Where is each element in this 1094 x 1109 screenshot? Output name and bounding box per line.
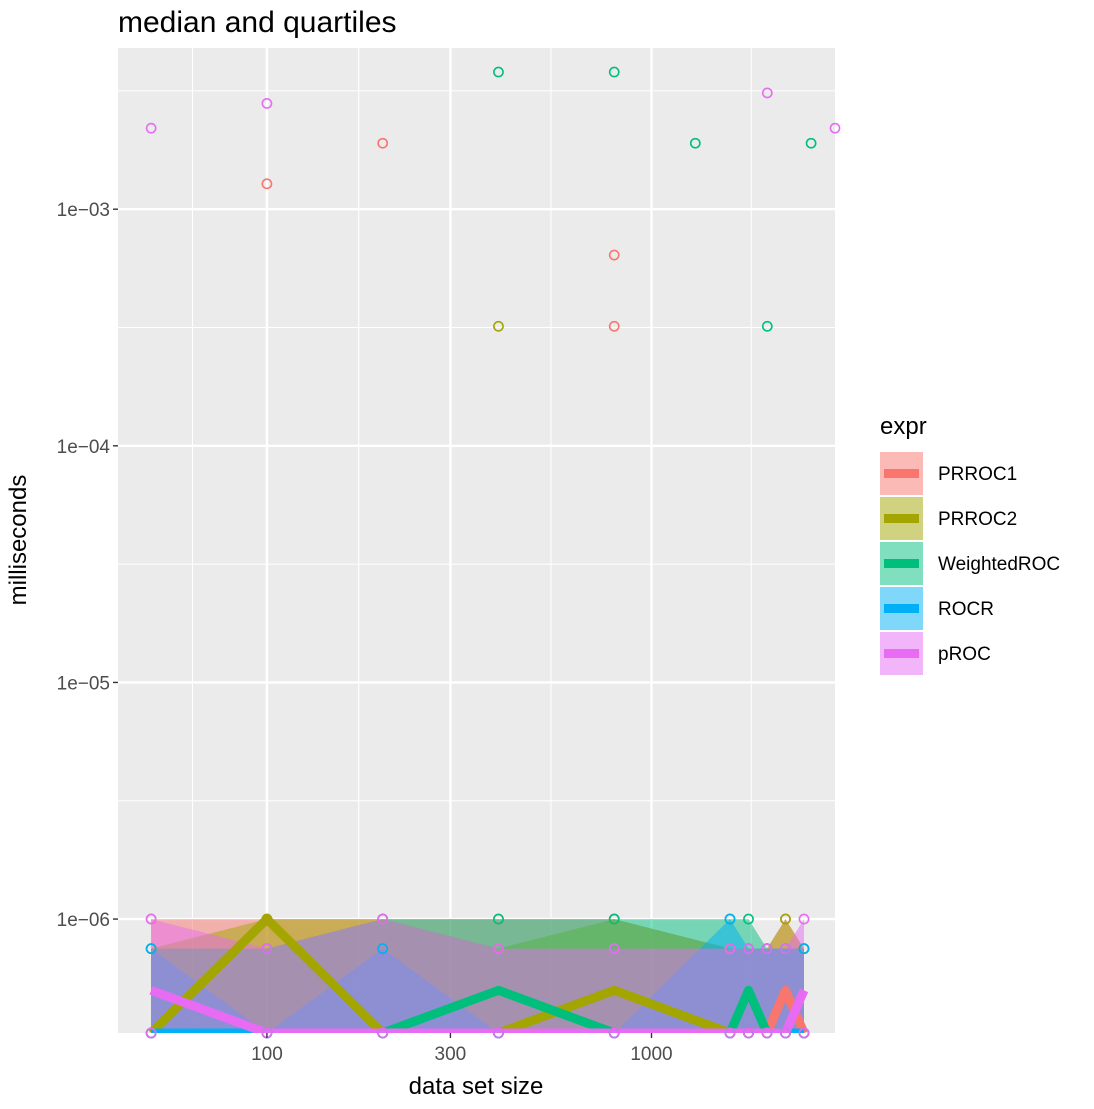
legend-label-PRROC1: PRROC1	[938, 464, 1017, 485]
data-points	[145, 66, 841, 1039]
quartile-point	[145, 1027, 157, 1039]
legend: expr PRROC1 PRROC2 WeightedROC ROCR pROC	[880, 413, 1060, 675]
legend-label-PRROC2: PRROC2	[938, 509, 1017, 530]
quartile-point	[798, 1027, 810, 1039]
legend-keys: PRROC1 PRROC2 WeightedROC ROCR pROC	[880, 452, 1060, 675]
y-axis-title: milliseconds	[5, 475, 32, 606]
x-tick-label: 100	[251, 1044, 283, 1065]
quartile-point	[608, 1027, 620, 1039]
outlier-point	[608, 66, 620, 78]
chart-title: median and quartiles	[118, 6, 397, 39]
quartile-point	[780, 1027, 791, 1039]
outlier-point	[261, 178, 273, 190]
x-axis-title: data set size	[409, 1073, 544, 1100]
legend-title: expr	[880, 413, 927, 440]
outlier-point	[689, 137, 701, 149]
quartile-point	[145, 913, 157, 925]
quartile-point	[780, 943, 791, 955]
quartile-point	[798, 913, 810, 925]
quartile-point	[608, 943, 620, 955]
median-line-PRROC2	[147, 914, 804, 1033]
x-tick-label: 1000	[630, 1044, 672, 1065]
y-tick-label: 1e−04	[57, 437, 111, 458]
quartile-point	[798, 943, 810, 955]
quartile-point	[743, 943, 754, 955]
quartile-point	[743, 1027, 754, 1039]
quartile-point	[780, 913, 791, 925]
legend-label-ROCR: ROCR	[938, 599, 994, 620]
outlier-point	[493, 320, 504, 332]
quartile-point	[724, 913, 736, 925]
y-axis: 1e−06 1e−05 1e−04 1e−03	[57, 200, 118, 931]
legend-label-WeightedROC: WeightedROC	[938, 554, 1060, 575]
quartile-point	[743, 913, 754, 925]
y-tick-label: 1e−05	[57, 673, 110, 694]
legend-label-pROC: pROC	[938, 644, 991, 665]
outlier-point	[493, 66, 504, 78]
outlier-point	[761, 87, 773, 99]
outlier-point	[608, 249, 620, 261]
median-line-PRROC1	[151, 985, 809, 1033]
quartile-point	[377, 1027, 389, 1039]
quartile-point	[261, 913, 273, 925]
outlier-point	[608, 320, 620, 332]
y-tick-label: 1e−06	[57, 910, 110, 931]
outlier-point	[805, 137, 817, 149]
plot-panel	[118, 48, 835, 1033]
quartile-point	[724, 943, 736, 955]
quartile-point	[761, 1027, 773, 1039]
quartile-point	[493, 913, 504, 925]
quartile-point	[377, 943, 389, 955]
quartile-point	[377, 913, 389, 925]
outlier-point	[761, 320, 773, 332]
major-gridlines	[118, 48, 835, 1033]
outlier-point	[829, 122, 841, 134]
quartile-point	[145, 943, 157, 955]
quartile-point	[261, 943, 273, 955]
y-tick-label: 1e−03	[57, 200, 110, 221]
quartile-point	[608, 913, 620, 925]
plot-area	[145, 66, 841, 1039]
quartile-point	[493, 943, 504, 955]
quartile-point	[493, 1027, 504, 1039]
outlier-point	[377, 137, 389, 149]
quartile-point	[724, 1027, 736, 1039]
minor-gridlines	[118, 48, 835, 1033]
median-lines	[147, 914, 809, 1033]
x-tick-label: 300	[435, 1044, 467, 1065]
outlier-point	[261, 97, 273, 109]
outlier-point	[145, 122, 157, 134]
x-axis: 100 300 1000	[251, 1033, 673, 1065]
quartile-point	[761, 943, 773, 955]
